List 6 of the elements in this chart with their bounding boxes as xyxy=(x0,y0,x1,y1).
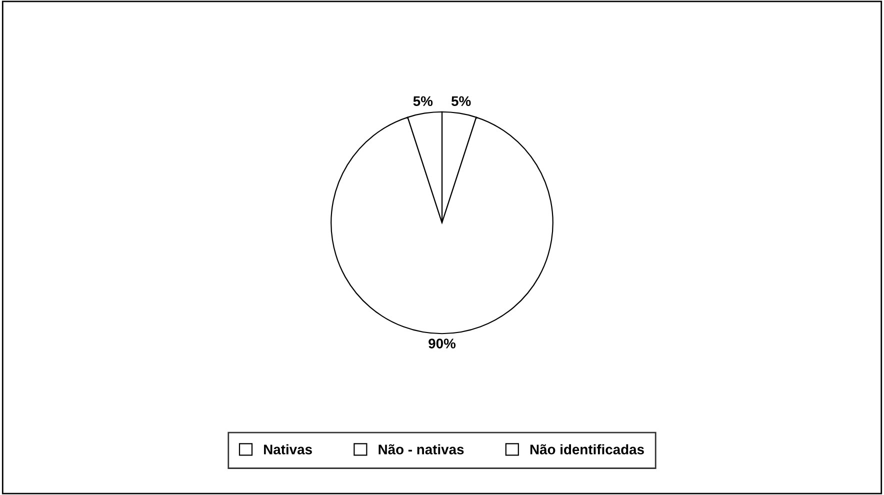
data-label: 5% xyxy=(413,96,433,106)
data-label: 5% xyxy=(451,96,471,106)
legend-label: Nativas xyxy=(264,444,312,454)
legend-label: Não identificadas xyxy=(530,444,644,454)
data-label: 90% xyxy=(428,338,456,348)
legend-label: Não - nativas xyxy=(378,444,464,454)
